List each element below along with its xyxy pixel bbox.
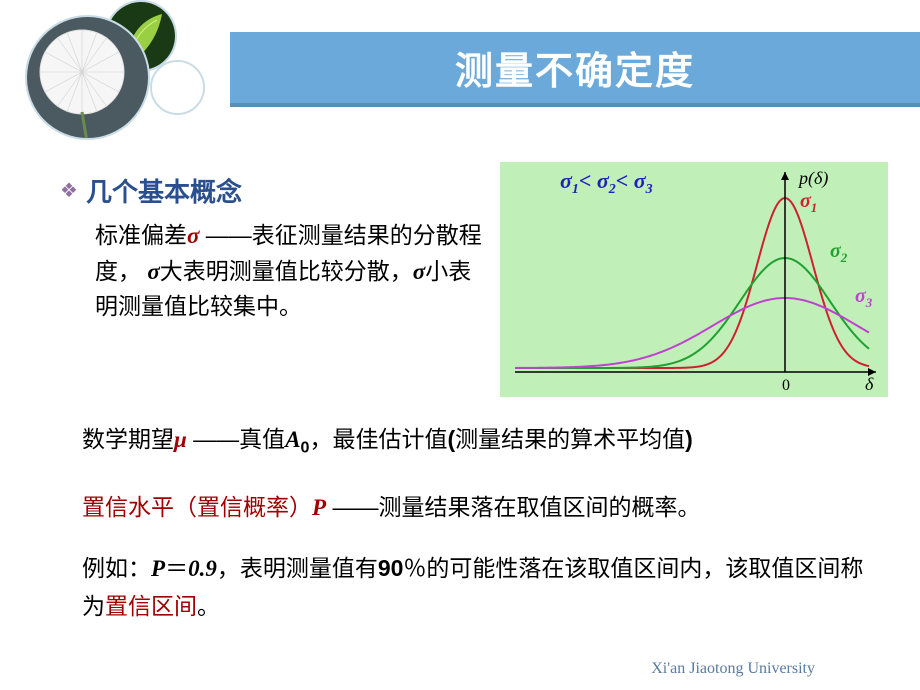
svg-text:0: 0 [782,377,790,394]
title-bar: 测量不确定度 [230,32,920,107]
chart-svg: σ1σ2σ30δp(δ)σ1< σ2< σ3 [500,162,888,397]
logo-small [150,60,205,115]
heading-text: 几个基本概念 [86,172,242,209]
bullet-icon: ❖ [60,178,78,203]
logo-dandelion [25,15,150,140]
footer-university: Xi'an Jiaotong University [651,660,815,678]
para-example: 例如：P＝0.9，表明测量值有90％的可能性落在该取值区间内，该取值区间称为置信… [82,550,882,626]
svg-text:δ: δ [865,374,874,394]
section-heading: ❖ 几个基本概念 [60,172,242,209]
page-title: 测量不确定度 [455,40,695,95]
para-expected-value: 数学期望μ ——真值A0，最佳估计值(测量结果的算术平均值) [82,422,882,460]
dandelion-icon [27,17,148,138]
probability-chart: σ1σ2σ30δp(δ)σ1< σ2< σ3 [500,162,888,397]
para-std-deviation: 标准偏差σ ——表征测量结果的分散程度， σ大表明测量值比较分散，σ小表明测量值… [95,218,490,324]
svg-text:p(δ): p(δ) [797,168,828,189]
sparkle-icon [152,60,203,115]
para-confidence-level: 置信水平（置信概率）P ——测量结果落在取值区间的概率。 [82,490,882,526]
